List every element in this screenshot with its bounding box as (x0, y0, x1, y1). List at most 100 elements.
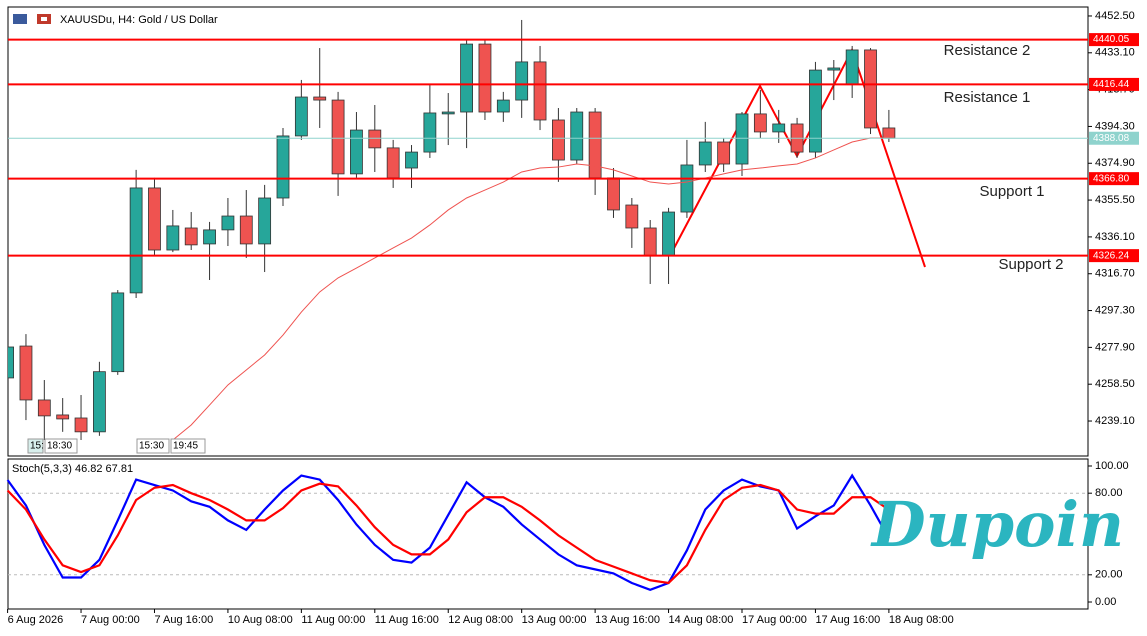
candle-body (203, 229, 216, 245)
candle-body (239, 215, 253, 245)
candle-body (129, 187, 143, 294)
icon (13, 14, 27, 24)
candle-body (864, 49, 877, 129)
level-label: Support 1 (979, 183, 1044, 200)
x-tick-label: 13 Aug 00:00 (522, 614, 587, 626)
price-box (1089, 33, 1139, 47)
candle-body (350, 129, 363, 175)
level-label: Resistance 1 (944, 89, 1031, 106)
y-tick-label: 80.00 (1095, 487, 1123, 499)
candle-body (166, 225, 180, 251)
x-tick-label: 18 Aug 08:00 (889, 614, 954, 626)
time-marker: 15: (30, 441, 44, 452)
time-marker: 19:45 (173, 441, 198, 452)
candle-body (441, 111, 455, 115)
y-tick-label: 4433.10 (1095, 47, 1135, 59)
candle-body (276, 135, 290, 199)
icon (41, 17, 47, 21)
y-tick-label: 0.00 (1095, 596, 1116, 608)
x-tick-label: 11 Aug 16:00 (375, 614, 439, 626)
y-tick-label: 4452.50 (1095, 10, 1135, 22)
stoch-line (6, 482, 890, 585)
price-box-label: 4416.44 (1093, 79, 1130, 90)
candle-body (570, 111, 584, 161)
y-tick-label: 4355.50 (1095, 194, 1135, 206)
candle-body (74, 417, 88, 433)
y-tick-label: 4297.30 (1095, 304, 1135, 316)
indicator-title: Stoch(5,3,3) 46.82 67.81 (12, 463, 133, 475)
y-tick-label: 4374.90 (1095, 157, 1135, 169)
candle-body (588, 111, 602, 179)
candle-body (515, 61, 529, 101)
candle-body (8, 346, 14, 379)
y-tick-label: 4394.30 (1095, 120, 1135, 132)
candle-body (552, 119, 565, 161)
candle-body (680, 164, 694, 213)
candle-body (331, 99, 345, 175)
price-box (1089, 77, 1139, 91)
time-marker-box (27, 438, 44, 454)
time-marker-box (136, 438, 170, 454)
candle-body (643, 227, 657, 257)
price-box (1089, 131, 1139, 145)
candle-body (717, 141, 731, 165)
candle-body (460, 43, 474, 113)
candle-body (56, 414, 70, 420)
candle-body (882, 127, 896, 139)
stoch-line (6, 473, 890, 591)
candle-body (625, 204, 639, 229)
x-tick-label: 14 Aug 08:00 (669, 614, 734, 626)
price-box-label: 4388.08 (1093, 133, 1130, 144)
x-tick-label: 7 Aug 00:00 (81, 614, 140, 626)
candle-body (405, 151, 418, 169)
stoch-panel-frame (7, 458, 1089, 610)
candle-body (735, 113, 749, 165)
y-tick-label: 4316.70 (1095, 268, 1135, 280)
time-marker: 15:30 (139, 441, 164, 452)
time-marker-box (44, 438, 78, 454)
candle-body (93, 371, 106, 433)
candle-body (533, 61, 547, 121)
candle-body (148, 187, 161, 251)
candle-body (184, 227, 198, 246)
watermark: Dupoin (870, 488, 1124, 561)
candle-body (845, 49, 859, 85)
price-box-label: 4366.80 (1093, 173, 1130, 184)
candle-body (662, 211, 675, 257)
x-tick-label: 17 Aug 00:00 (742, 614, 807, 626)
candle-body (496, 99, 510, 113)
price-box-label: 4440.05 (1093, 34, 1130, 45)
candle-body (37, 399, 51, 417)
x-tick-label: 17 Aug 16:00 (815, 614, 880, 626)
level-label: Resistance 2 (944, 42, 1031, 59)
y-tick-label: 20.00 (1095, 569, 1123, 581)
x-tick-label: 12 Aug 08:00 (448, 614, 513, 626)
candle-body (258, 197, 272, 245)
chart-title: XAUUSDu, H4: Gold / US Dollar (60, 14, 218, 26)
candle-body (294, 96, 308, 137)
candle-body (313, 96, 327, 101)
y-tick-label: 100.00 (1095, 460, 1129, 472)
y-tick-label: 4336.10 (1095, 231, 1135, 243)
candle-body (423, 112, 437, 153)
price-box (1089, 172, 1139, 186)
time-marker: 18:30 (47, 441, 72, 452)
price-box (1089, 249, 1139, 263)
candle-body (19, 345, 33, 401)
y-tick-label: 4277.90 (1095, 341, 1135, 353)
symbol-icons (13, 14, 51, 24)
candle-body (221, 215, 235, 231)
level-label: Support 2 (998, 256, 1063, 273)
candle-body (827, 67, 841, 71)
candle-body (753, 113, 767, 133)
x-tick-label: 13 Aug 16:00 (595, 614, 660, 626)
y-tick-label: 4258.50 (1095, 378, 1135, 390)
candle-body (607, 177, 620, 211)
y-tick-label: 4239.10 (1095, 415, 1135, 427)
price-box-label: 4326.24 (1093, 250, 1130, 261)
candle-body (772, 123, 786, 133)
x-tick-label: 11 Aug 00:00 (301, 614, 365, 626)
candle-body (478, 43, 492, 113)
time-marker-box (170, 438, 206, 454)
